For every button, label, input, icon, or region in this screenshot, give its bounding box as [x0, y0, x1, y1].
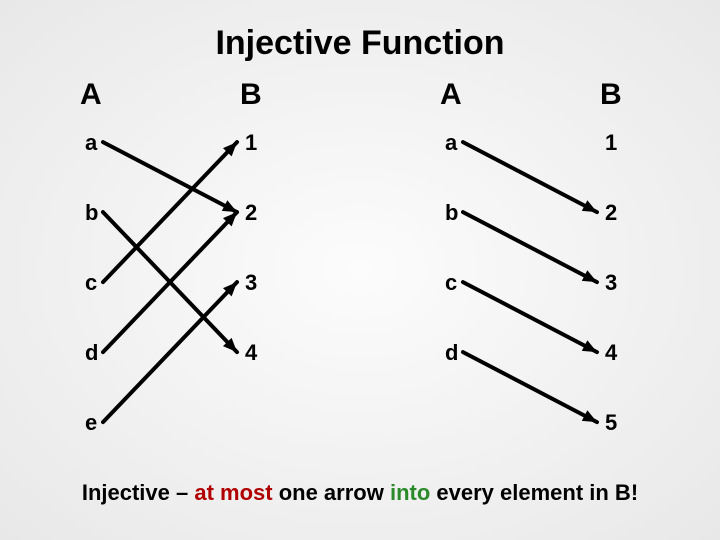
- left-set-a-header: A: [80, 78, 102, 112]
- footer-fragment: Injective –: [82, 480, 195, 505]
- footer-fragment: every element in B!: [430, 480, 638, 505]
- right-set-a-header: A: [440, 78, 462, 112]
- left-a-elem: d: [85, 340, 98, 366]
- slide: Injective Function A B A B a b c d e 1 2 3 4 a b c d…: [0, 0, 720, 540]
- left-a-elem: c: [85, 270, 97, 296]
- footer-fragment: into: [390, 480, 430, 505]
- right-set-b-header: B: [600, 78, 622, 112]
- slide-title: Injective Function: [0, 24, 720, 63]
- footer-fragment: one arrow: [273, 480, 390, 505]
- left-b-elem: 1: [245, 130, 257, 156]
- right-a-elem: b: [445, 200, 458, 226]
- right-a-elem: d: [445, 340, 458, 366]
- left-b-elem: 3: [245, 270, 257, 296]
- right-a-elem: c: [445, 270, 457, 296]
- left-a-elem: e: [85, 410, 97, 436]
- right-b-elem: 4: [605, 340, 617, 366]
- left-set-b-header: B: [240, 78, 262, 112]
- right-b-elem: 2: [605, 200, 617, 226]
- left-a-elem: b: [85, 200, 98, 226]
- left-b-elem: 4: [245, 340, 257, 366]
- left-b-elem: 2: [245, 200, 257, 226]
- footer-caption: Injective – at most one arrow into every…: [0, 480, 720, 506]
- right-b-elem: 5: [605, 410, 617, 436]
- footer-fragment: at most: [194, 480, 272, 505]
- left-a-elem: a: [85, 130, 97, 156]
- right-b-elem: 3: [605, 270, 617, 296]
- right-b-elem: 1: [605, 130, 617, 156]
- right-a-elem: a: [445, 130, 457, 156]
